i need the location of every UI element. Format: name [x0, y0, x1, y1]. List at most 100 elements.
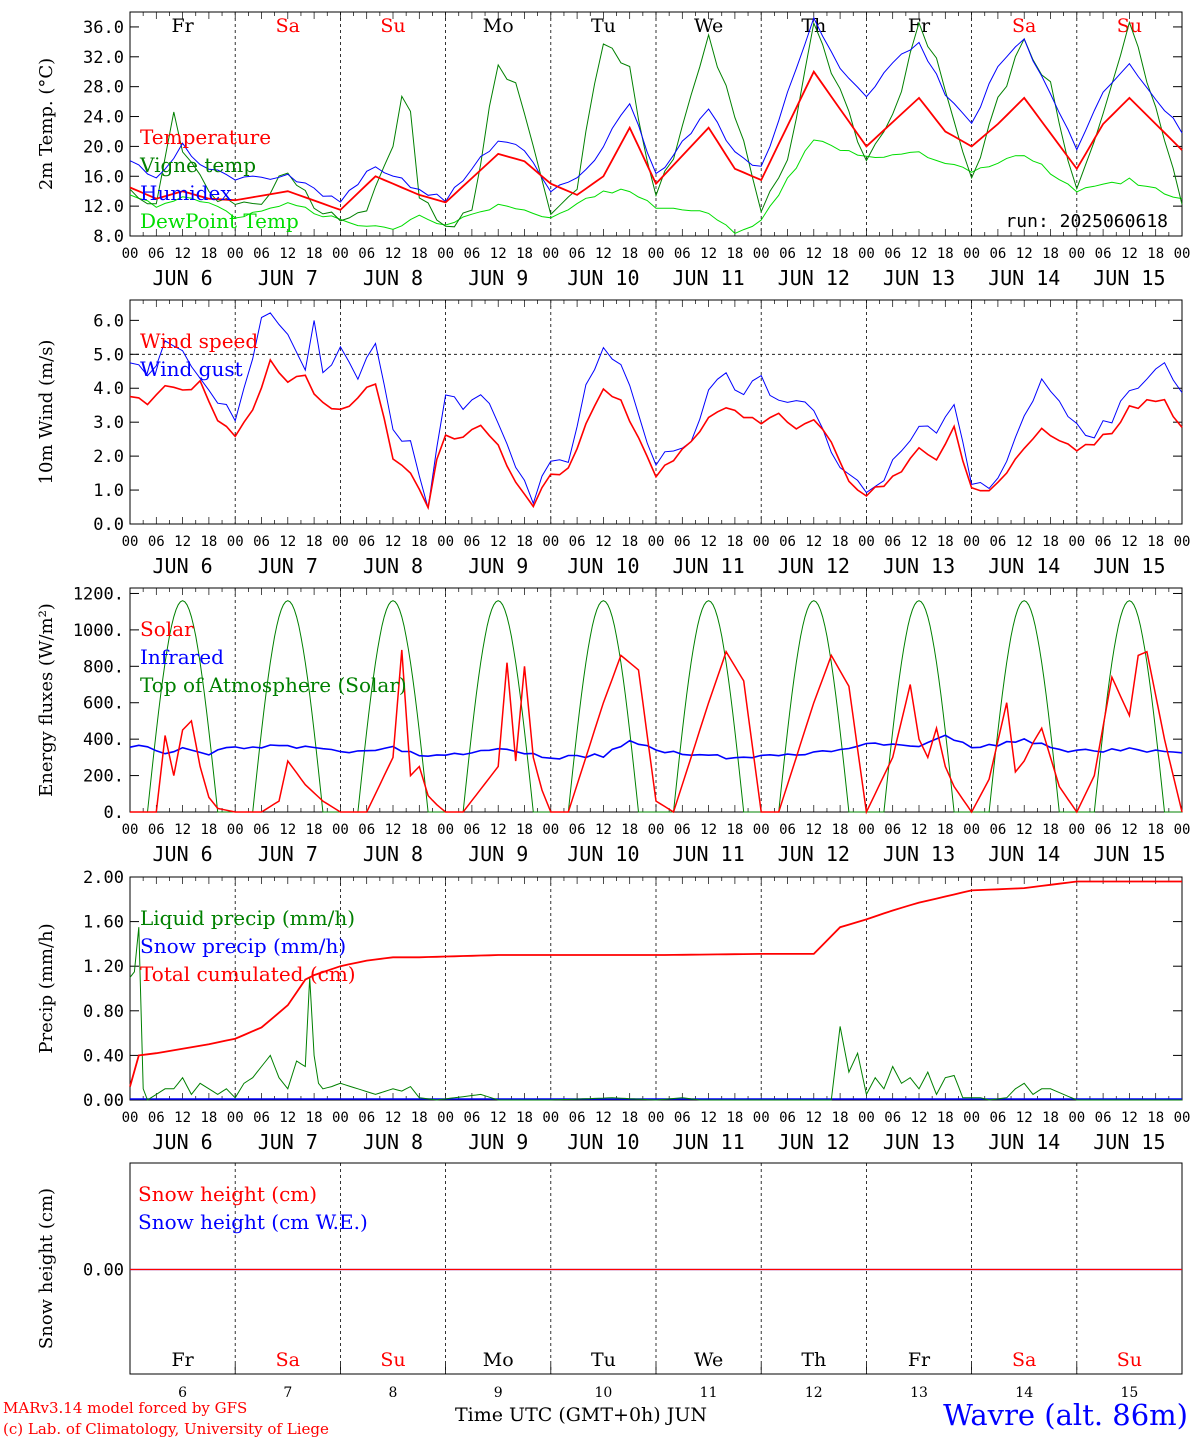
date-label: JUN 11 [672, 842, 744, 866]
hour-tick-label: 18 [411, 534, 428, 550]
hour-tick-label: 06 [148, 822, 165, 838]
hour-tick-label: 06 [674, 534, 691, 550]
y-tick-label: 24.0 [83, 108, 124, 128]
date-number-label: 13 [910, 1385, 928, 1401]
hour-tick-label: 00 [1068, 534, 1085, 550]
date-label: JUN 8 [363, 554, 423, 578]
date-label: JUN 15 [1093, 1130, 1165, 1154]
date-label: JUN 10 [567, 554, 639, 578]
hour-tick-label: 06 [463, 1110, 480, 1126]
date-label: JUN 11 [672, 266, 744, 290]
hour-tick-label: 06 [1095, 1110, 1112, 1126]
hour-tick-label: 12 [490, 822, 507, 838]
date-number-label: 15 [1120, 1385, 1138, 1401]
hour-tick-label: 00 [1068, 1110, 1085, 1126]
hour-tick-label: 06 [148, 1110, 165, 1126]
legend-humidex: Humidex [140, 181, 232, 205]
hour-tick-label: 18 [1147, 1110, 1164, 1126]
hour-tick-label: 18 [1042, 822, 1059, 838]
legend-total-cumulated-cm: Total cumulated (cm) [140, 962, 356, 986]
hour-tick-label: 12 [279, 246, 296, 262]
hour-tick-label: 18 [200, 822, 217, 838]
date-number-label: 8 [389, 1385, 398, 1401]
date-label: JUN 11 [672, 1130, 744, 1154]
date-label: JUN 8 [363, 266, 423, 290]
y-tick-label: 0.0 [93, 515, 124, 535]
hour-tick-label: 12 [911, 534, 928, 550]
hour-tick-label: 06 [1095, 822, 1112, 838]
hour-tick-label: 00 [1174, 534, 1191, 550]
hour-tick-label: 00 [122, 822, 139, 838]
hour-tick-label: 00 [1068, 246, 1085, 262]
legend-snow-height-cm: Snow height (cm) [138, 1182, 317, 1206]
hour-tick-label: 00 [332, 1110, 349, 1126]
y-tick-label: 4.0 [93, 379, 124, 399]
y-tick-label: 0. [104, 803, 124, 823]
hour-tick-label: 00 [963, 822, 980, 838]
hour-tick-label: 18 [726, 1110, 743, 1126]
hour-tick-label: 06 [253, 822, 270, 838]
temperature-line [129, 69, 1183, 211]
hour-tick-label: 12 [1016, 534, 1033, 550]
day-label: Tu [591, 1349, 616, 1371]
total-cumulated-line [129, 880, 1182, 1087]
hour-tick-label: 06 [884, 1110, 901, 1126]
hour-tick-label: 06 [358, 1110, 375, 1126]
date-number-label: 6 [178, 1385, 187, 1401]
date-label: JUN 15 [1093, 554, 1165, 578]
hour-tick-label: 18 [937, 822, 954, 838]
hour-tick-label: 00 [332, 246, 349, 262]
date-label: JUN 15 [1093, 266, 1165, 290]
date-label: JUN 12 [778, 1130, 850, 1154]
legend-dewpoint-temp: DewPoint Temp [140, 209, 299, 233]
hour-tick-label: 18 [1147, 534, 1164, 550]
y-tick-label: 8.0 [93, 227, 124, 247]
hour-tick-label: 12 [174, 822, 191, 838]
hour-tick-label: 00 [753, 822, 770, 838]
hour-tick-label: 06 [463, 246, 480, 262]
day-label: Mo [483, 1349, 514, 1371]
hour-tick-label: 18 [1042, 534, 1059, 550]
hour-tick-label: 12 [1121, 246, 1138, 262]
date-label: JUN 6 [152, 266, 212, 290]
hour-tick-label: 12 [1016, 822, 1033, 838]
hour-tick-label: 12 [490, 1110, 507, 1126]
day-label: Mo [483, 15, 514, 37]
hour-tick-label: 18 [516, 534, 533, 550]
hour-tick-label: 06 [148, 246, 165, 262]
day-label: Fr [908, 15, 931, 37]
hour-tick-label: 00 [963, 246, 980, 262]
vigne-temp-line [129, 20, 1183, 228]
dewpoint-line [129, 139, 1183, 234]
hour-tick-label: 06 [779, 246, 796, 262]
hour-tick-label: 18 [200, 1110, 217, 1126]
legend-wind-speed: Wind speed [140, 329, 258, 353]
hour-tick-label: 00 [122, 1110, 139, 1126]
hour-tick-label: 18 [621, 246, 638, 262]
hour-tick-label: 06 [463, 534, 480, 550]
date-label: JUN 11 [672, 554, 744, 578]
hour-tick-label: 12 [174, 246, 191, 262]
hour-tick-label: 18 [306, 1110, 323, 1126]
hour-tick-label: 12 [700, 246, 717, 262]
hour-tick-label: 12 [385, 534, 402, 550]
hour-tick-label: 18 [937, 1110, 954, 1126]
hour-tick-label: 18 [200, 246, 217, 262]
hour-tick-label: 18 [306, 822, 323, 838]
hour-tick-label: 12 [174, 1110, 191, 1126]
hour-tick-label: 06 [253, 534, 270, 550]
hour-tick-label: 12 [700, 1110, 717, 1126]
day-label: Sa [1012, 1349, 1036, 1371]
hour-tick-label: 12 [1016, 246, 1033, 262]
wind-gust-line [129, 312, 1183, 509]
hour-tick-label: 18 [621, 1110, 638, 1126]
date-label: JUN 14 [988, 266, 1060, 290]
y-tick-label: 2.0 [93, 447, 124, 467]
hour-tick-label: 06 [779, 1110, 796, 1126]
hour-tick-label: 00 [858, 1110, 875, 1126]
date-label: JUN 13 [883, 842, 955, 866]
y-tick-label: 0.80 [83, 1002, 124, 1022]
hour-tick-label: 06 [569, 246, 586, 262]
hour-tick-label: 00 [437, 822, 454, 838]
hour-tick-label: 00 [753, 534, 770, 550]
